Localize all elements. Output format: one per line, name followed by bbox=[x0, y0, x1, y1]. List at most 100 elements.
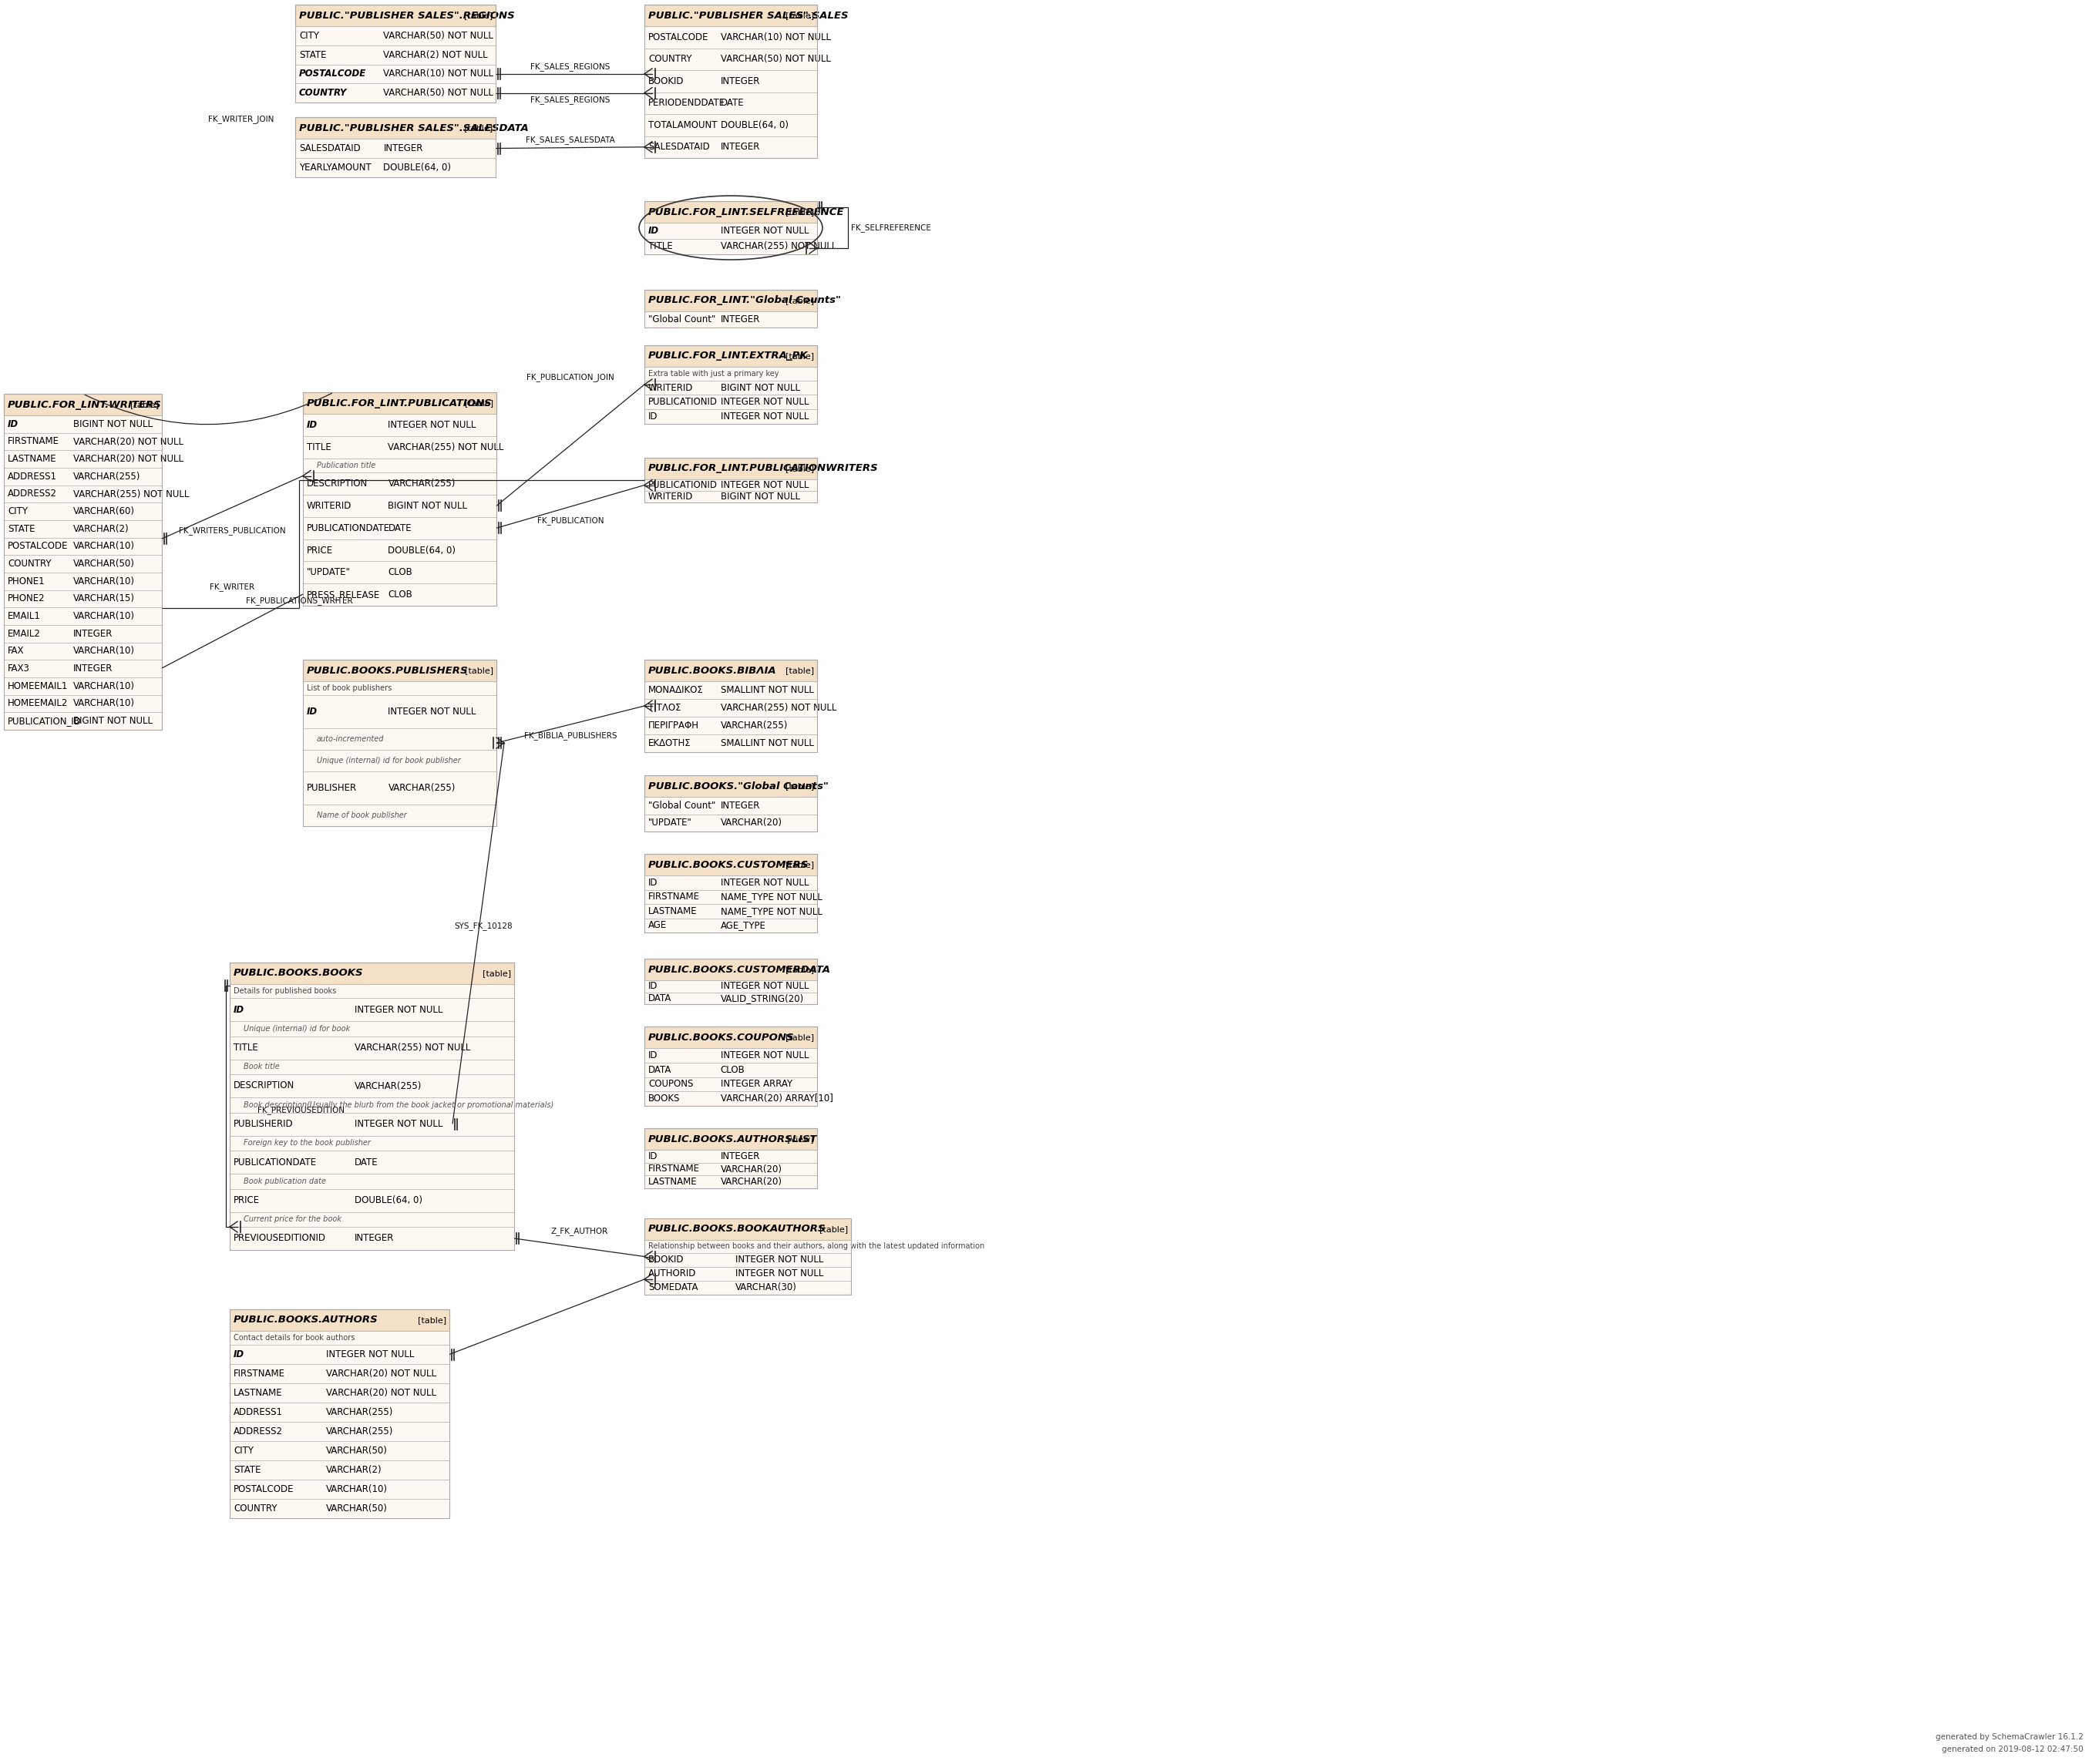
FancyBboxPatch shape bbox=[4, 660, 162, 677]
FancyBboxPatch shape bbox=[644, 903, 817, 919]
FancyBboxPatch shape bbox=[644, 734, 817, 751]
FancyBboxPatch shape bbox=[229, 1441, 449, 1461]
FancyBboxPatch shape bbox=[644, 409, 817, 423]
Text: [table]: [table] bbox=[785, 1034, 814, 1041]
FancyBboxPatch shape bbox=[4, 713, 162, 730]
FancyBboxPatch shape bbox=[229, 984, 514, 998]
Text: COUNTRY: COUNTRY bbox=[649, 55, 693, 64]
Text: FIRSTNAME: FIRSTNAME bbox=[649, 1164, 699, 1175]
FancyBboxPatch shape bbox=[4, 432, 162, 450]
FancyBboxPatch shape bbox=[644, 1219, 850, 1240]
Text: INTEGER: INTEGER bbox=[73, 663, 113, 674]
Text: VARCHAR(255): VARCHAR(255) bbox=[720, 720, 787, 730]
Text: BIGINT NOT NULL: BIGINT NOT NULL bbox=[720, 492, 800, 501]
Text: TITLE: TITLE bbox=[306, 443, 332, 452]
FancyBboxPatch shape bbox=[4, 485, 162, 503]
Text: VARCHAR(20): VARCHAR(20) bbox=[720, 1164, 783, 1175]
FancyBboxPatch shape bbox=[644, 1175, 817, 1189]
FancyBboxPatch shape bbox=[644, 699, 817, 716]
FancyBboxPatch shape bbox=[229, 1097, 514, 1113]
FancyBboxPatch shape bbox=[644, 774, 817, 797]
Text: ΠΕΡΙΓΡΑΦΗ: ΠΕΡΙΓΡΑΦΗ bbox=[649, 720, 699, 730]
Text: PUBLIC.BOOKS.ΒΙΒΛΙΑ: PUBLIC.BOOKS.ΒΙΒΛΙΑ bbox=[649, 665, 777, 676]
FancyBboxPatch shape bbox=[644, 1129, 817, 1150]
Text: VARCHAR(255): VARCHAR(255) bbox=[73, 471, 141, 482]
Text: VARCHAR(50): VARCHAR(50) bbox=[325, 1503, 388, 1514]
Text: FAX3: FAX3 bbox=[8, 663, 29, 674]
Text: COUPONS: COUPONS bbox=[649, 1080, 693, 1088]
FancyBboxPatch shape bbox=[4, 695, 162, 713]
FancyBboxPatch shape bbox=[644, 5, 817, 26]
Text: PUBLIC."PUBLISHER SALES".SALESDATA: PUBLIC."PUBLISHER SALES".SALESDATA bbox=[298, 123, 529, 132]
Text: ID: ID bbox=[649, 981, 657, 991]
FancyBboxPatch shape bbox=[644, 381, 817, 395]
FancyBboxPatch shape bbox=[644, 919, 817, 933]
Text: POSTALCODE: POSTALCODE bbox=[649, 32, 709, 42]
Text: generated on 2019-08-12 02:47:50: generated on 2019-08-12 02:47:50 bbox=[1942, 1746, 2084, 1753]
Text: VARCHAR(10): VARCHAR(10) bbox=[73, 681, 134, 691]
Text: AUTHORID: AUTHORID bbox=[649, 1268, 697, 1279]
FancyBboxPatch shape bbox=[302, 436, 497, 459]
Text: [table]: [table] bbox=[464, 123, 493, 132]
Text: PRICE: PRICE bbox=[306, 545, 334, 556]
Text: NAME_TYPE NOT NULL: NAME_TYPE NOT NULL bbox=[720, 893, 823, 901]
Text: ADDRESS1: ADDRESS1 bbox=[8, 471, 57, 482]
FancyBboxPatch shape bbox=[644, 115, 817, 136]
Text: DATE: DATE bbox=[720, 99, 743, 108]
Text: INTEGER NOT NULL: INTEGER NOT NULL bbox=[735, 1254, 823, 1265]
FancyBboxPatch shape bbox=[302, 681, 497, 695]
Text: Foreign key to the book publisher: Foreign key to the book publisher bbox=[243, 1140, 372, 1147]
Text: PUBLIC.BOOKS.PUBLISHERS: PUBLIC.BOOKS.PUBLISHERS bbox=[306, 665, 468, 676]
Text: PUBLIC.BOOKS.BOOKS: PUBLIC.BOOKS.BOOKS bbox=[233, 968, 363, 979]
Text: STATE: STATE bbox=[8, 524, 36, 534]
Text: PUBLISHERID: PUBLISHERID bbox=[233, 1118, 294, 1129]
FancyBboxPatch shape bbox=[4, 393, 162, 415]
Text: COUNTRY: COUNTRY bbox=[233, 1503, 277, 1514]
Text: VARCHAR(10): VARCHAR(10) bbox=[73, 612, 134, 621]
FancyBboxPatch shape bbox=[644, 480, 817, 490]
Text: YEARLYAMOUNT: YEARLYAMOUNT bbox=[298, 162, 372, 173]
Text: List of book publishers: List of book publishers bbox=[306, 684, 393, 691]
FancyBboxPatch shape bbox=[644, 136, 817, 159]
Text: [table]: [table] bbox=[464, 399, 493, 407]
FancyBboxPatch shape bbox=[296, 5, 495, 26]
Text: VARCHAR(255): VARCHAR(255) bbox=[355, 1081, 422, 1090]
Text: VARCHAR(255) NOT NULL: VARCHAR(255) NOT NULL bbox=[720, 242, 835, 252]
Text: VARCHAR(10) NOT NULL: VARCHAR(10) NOT NULL bbox=[384, 69, 493, 79]
FancyBboxPatch shape bbox=[229, 1189, 514, 1212]
Text: VARCHAR(20) NOT NULL: VARCHAR(20) NOT NULL bbox=[73, 436, 183, 446]
Text: INTEGER: INTEGER bbox=[720, 76, 760, 86]
Text: auto-incremented: auto-incremented bbox=[317, 736, 384, 743]
Text: DATE: DATE bbox=[388, 524, 411, 533]
FancyBboxPatch shape bbox=[302, 729, 497, 750]
Text: Publication title: Publication title bbox=[317, 462, 376, 469]
Text: PUBLIC.FOR_LINT.SELFREFERENCE: PUBLIC.FOR_LINT.SELFREFERENCE bbox=[649, 206, 844, 217]
Text: FAX: FAX bbox=[8, 646, 25, 656]
Text: COUNTRY: COUNTRY bbox=[298, 88, 346, 99]
Text: Details for published books: Details for published books bbox=[233, 988, 336, 995]
FancyBboxPatch shape bbox=[644, 289, 817, 310]
Text: LASTNAME: LASTNAME bbox=[649, 907, 697, 916]
Text: HOMEEMAIL2: HOMEEMAIL2 bbox=[8, 699, 67, 709]
FancyBboxPatch shape bbox=[229, 1021, 514, 1035]
Text: VARCHAR(10): VARCHAR(10) bbox=[73, 699, 134, 709]
Text: PUBLIC.BOOKS.BOOKAUTHORS: PUBLIC.BOOKS.BOOKAUTHORS bbox=[649, 1224, 825, 1235]
Text: Unique (internal) id for book publisher: Unique (internal) id for book publisher bbox=[317, 757, 462, 764]
Text: BOOKID: BOOKID bbox=[649, 76, 684, 86]
Text: PUBLIC.BOOKS."Global Counts": PUBLIC.BOOKS."Global Counts" bbox=[649, 781, 829, 790]
Text: INTEGER NOT NULL: INTEGER NOT NULL bbox=[720, 981, 808, 991]
Text: Book description(Usually the blurb from the book jacket or promotional materials: Book description(Usually the blurb from … bbox=[243, 1101, 554, 1110]
Text: FK_SALES_SALESDATA: FK_SALES_SALESDATA bbox=[525, 136, 615, 145]
Text: [table]: [table] bbox=[785, 464, 814, 473]
FancyBboxPatch shape bbox=[302, 415, 497, 436]
Text: INTEGER NOT NULL: INTEGER NOT NULL bbox=[325, 1349, 414, 1360]
FancyBboxPatch shape bbox=[302, 660, 497, 681]
FancyBboxPatch shape bbox=[296, 26, 495, 46]
FancyBboxPatch shape bbox=[644, 1027, 817, 1048]
Text: INTEGER NOT NULL: INTEGER NOT NULL bbox=[720, 1050, 808, 1060]
Text: STATE: STATE bbox=[233, 1464, 260, 1475]
Text: [table]: [table] bbox=[418, 1316, 447, 1325]
Text: WRITERID: WRITERID bbox=[649, 492, 693, 501]
Text: PUBLIC.FOR_LINT.PUBLICATIONWRITERS: PUBLIC.FOR_LINT.PUBLICATIONWRITERS bbox=[649, 464, 879, 473]
Text: SMALLINT NOT NULL: SMALLINT NOT NULL bbox=[720, 684, 814, 695]
